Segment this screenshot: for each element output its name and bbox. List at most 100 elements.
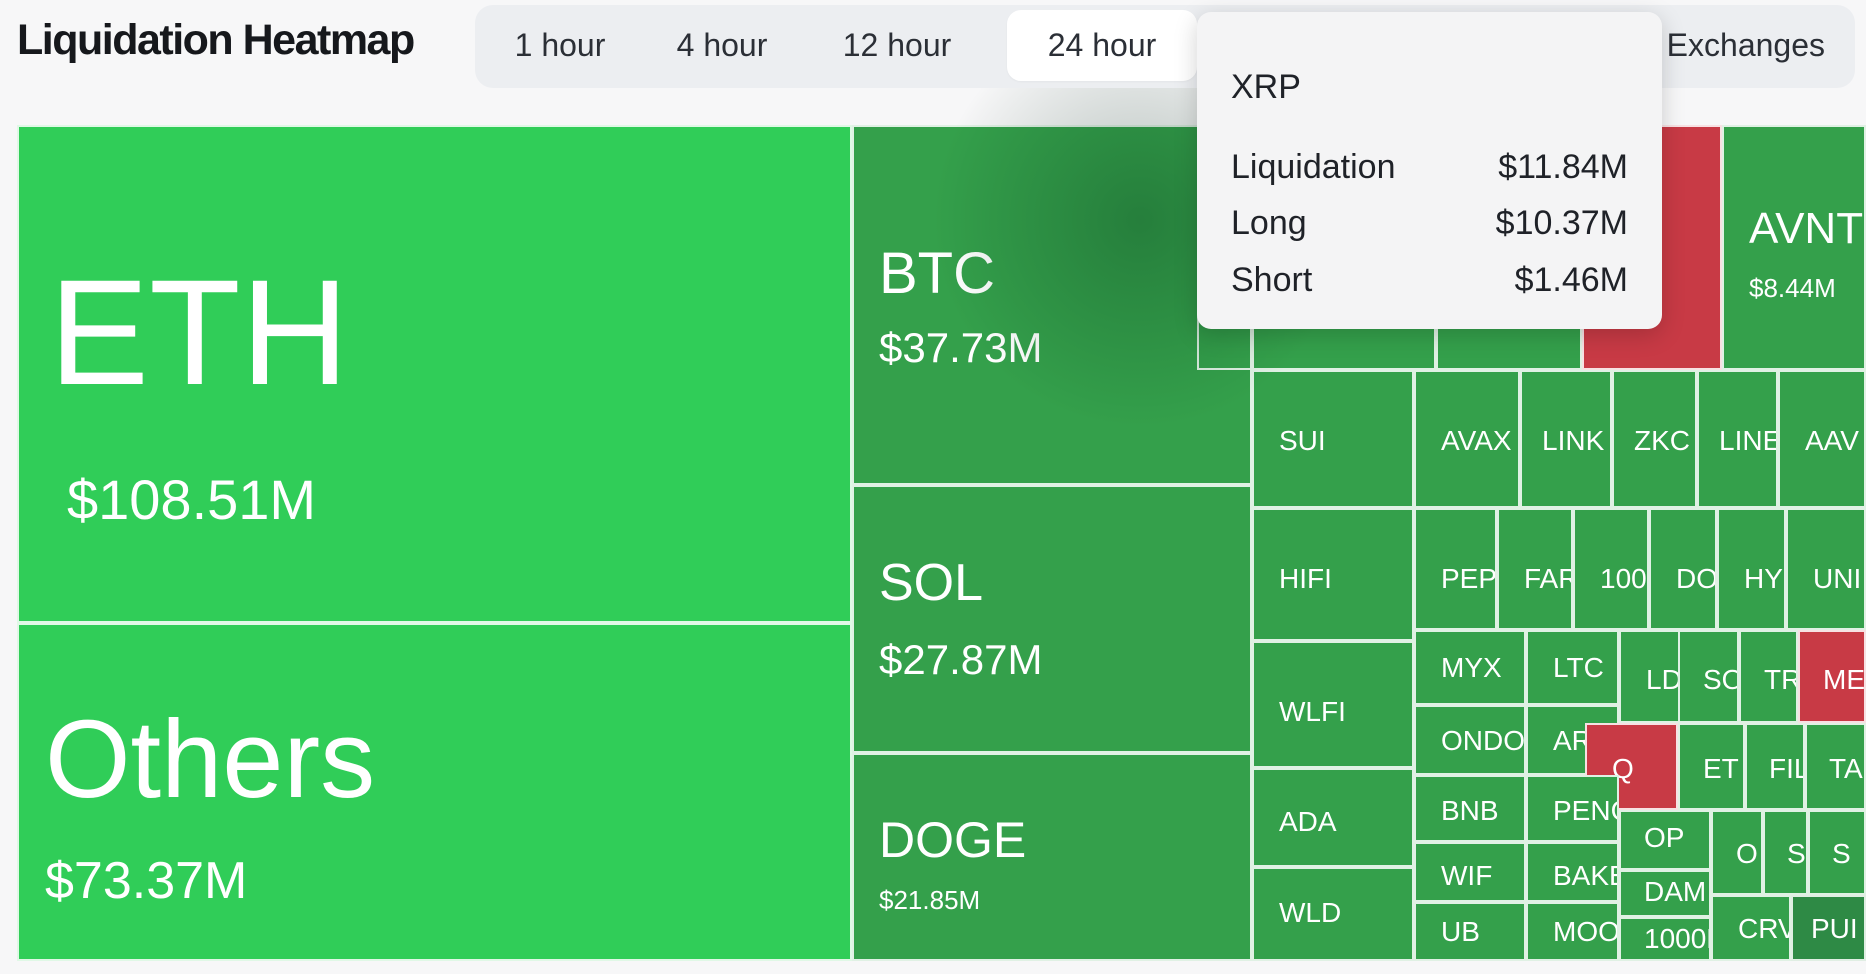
tile-value: $8.44M: [1749, 273, 1836, 303]
tooltip-label: Long: [1231, 204, 1307, 242]
tile-link[interactable]: LINK: [1520, 370, 1612, 508]
tile-1000[interactable]: 1000: [1573, 508, 1649, 630]
tile-value: $108.51M: [67, 468, 317, 531]
tile-bnb[interactable]: BNB: [1414, 775, 1526, 842]
tile-sol[interactable]: SOL $27.87M: [852, 485, 1252, 753]
tile-symbol: WLFI: [1279, 696, 1346, 727]
tile-so[interactable]: SO: [1678, 630, 1739, 723]
tile-op[interactable]: OP: [1619, 810, 1711, 870]
tile-ondo[interactable]: ONDO: [1414, 705, 1526, 775]
tile-symbol: WLD: [1279, 897, 1342, 928]
tile-symbol: DOGE: [879, 812, 1027, 868]
tile-me[interactable]: ME: [1798, 630, 1866, 723]
tile-peng[interactable]: PENG: [1526, 775, 1619, 842]
tile-hyp[interactable]: HYP: [1717, 508, 1786, 630]
tile-symbol: Others: [45, 698, 376, 821]
tile-dot[interactable]: DOT: [1649, 508, 1717, 630]
tile-1000e[interactable]: 1000E: [1619, 917, 1711, 961]
tile-ta[interactable]: TA: [1805, 723, 1866, 810]
tab-1-hour[interactable]: 1 hour: [514, 27, 606, 63]
tile-et[interactable]: ET: [1678, 723, 1745, 810]
tile-moo[interactable]: MOO: [1526, 902, 1619, 961]
tile-symbol: BAKE: [1553, 860, 1617, 891]
tile-symbol: BTC: [879, 241, 995, 306]
tile-symbol: LD: [1646, 664, 1682, 695]
tile-myx[interactable]: MYX: [1414, 630, 1526, 705]
tile-eth[interactable]: ETH $108.51M: [17, 125, 852, 623]
tile-symbol: AVAX: [1441, 425, 1512, 456]
tooltip-value: $10.37M: [1495, 204, 1628, 242]
tab-4-hour[interactable]: 4 hour: [676, 27, 768, 63]
tile-line[interactable]: LINE: [1697, 370, 1778, 508]
tile-symbol: OP: [1644, 822, 1685, 853]
tile-symbol: O: [1736, 838, 1758, 869]
tile-symbol: UNI: [1813, 563, 1862, 594]
tooltip-label: Short: [1231, 261, 1313, 299]
tile-symbol: TA: [1829, 753, 1863, 784]
tile-tr[interactable]: TR: [1739, 630, 1798, 723]
exchanges-dropdown[interactable]: Exchanges: [1425, 10, 1845, 81]
tooltip-row-liquidation: Liquidation $11.84M: [1231, 148, 1628, 188]
tile-symbol: FIL: [1769, 753, 1803, 784]
tile-sui[interactable]: SUI: [1252, 370, 1414, 508]
tile-symbol: S: [1832, 838, 1851, 869]
tile-symbol: DOT: [1676, 563, 1717, 594]
tile-wlfi[interactable]: WLFI: [1252, 641, 1414, 768]
tile-si[interactable]: SI: [1763, 810, 1808, 895]
tile-symbol: LINE: [1719, 425, 1778, 456]
tooltip-label: Liquidation: [1231, 148, 1396, 186]
tile-s[interactable]: S: [1808, 810, 1866, 895]
tile-avnt[interactable]: AVNT $8.44M: [1722, 125, 1866, 370]
tile-symbol: HIFI: [1279, 563, 1332, 594]
tile-ada[interactable]: ADA: [1252, 768, 1414, 867]
tile-symbol: MOO: [1553, 916, 1619, 947]
tile-symbol: ETH: [49, 248, 349, 416]
tile-symbol: MYX: [1441, 652, 1502, 683]
tile-symbol: SOL: [879, 554, 984, 612]
tile-pui[interactable]: PUI: [1791, 895, 1866, 961]
tile-hifi[interactable]: HIFI: [1252, 508, 1414, 641]
tile-symbol: WIF: [1441, 860, 1493, 891]
page-title: Liquidation Heatmap: [17, 16, 415, 64]
tile-symbol: FAR: [1524, 563, 1571, 594]
tile-aav[interactable]: AAV: [1778, 370, 1866, 508]
tooltip-row-long: Long $10.37M: [1231, 204, 1628, 244]
tile-value: $21.85M: [879, 885, 981, 915]
tile-symbol: SO: [1703, 664, 1737, 695]
tile-far[interactable]: FAR: [1497, 508, 1573, 630]
tile-dam[interactable]: DAM: [1619, 870, 1711, 917]
tile-wld[interactable]: WLD: [1252, 867, 1414, 961]
tile-symbol: DAM: [1644, 876, 1707, 907]
tooltip-value: $1.46M: [1514, 261, 1628, 299]
tile-uni[interactable]: UNI: [1786, 508, 1866, 630]
tile-symbol: LINK: [1542, 425, 1605, 456]
tile-symbol: HYP: [1744, 563, 1784, 594]
tab-12-hour[interactable]: 12 hour: [842, 27, 952, 63]
tile-doge[interactable]: DOGE $21.85M: [852, 753, 1252, 961]
tile-symbol: ONDO: [1441, 725, 1525, 756]
tile-symbol: ET: [1703, 753, 1739, 784]
tile-symbol: PEPE: [1441, 563, 1497, 594]
tooltip-value: $11.84M: [1498, 148, 1628, 186]
tile-zkc[interactable]: ZKC: [1612, 370, 1697, 508]
tile-value: $73.37M: [45, 852, 248, 910]
tile-symbol: ADA: [1279, 806, 1337, 837]
tile-symbol: ZKC: [1634, 425, 1690, 456]
tile-wif[interactable]: WIF: [1414, 842, 1526, 902]
tab-24-hour[interactable]: 24 hour: [1007, 10, 1197, 81]
tooltip-title: XRP: [1231, 68, 1301, 106]
tile-o[interactable]: O: [1711, 810, 1763, 895]
tile-pepe[interactable]: PEPE: [1414, 508, 1497, 630]
tile-others[interactable]: Others $73.37M: [17, 623, 852, 961]
tile-ub[interactable]: UB: [1414, 902, 1526, 961]
tile-crv[interactable]: CRV: [1711, 895, 1791, 961]
tile-symbol: ME: [1823, 664, 1865, 695]
tile-fil[interactable]: FIL: [1745, 723, 1805, 810]
tile-symbol: TR: [1764, 664, 1798, 695]
tile-btc[interactable]: BTC $37.73M: [852, 125, 1252, 485]
tile-symbol: LTC: [1553, 652, 1604, 683]
tile-ltc[interactable]: LTC: [1526, 630, 1619, 705]
coin-tooltip: XRP Liquidation $11.84M Long $10.37M Sho…: [1197, 12, 1662, 329]
tile-bake[interactable]: BAKE: [1526, 842, 1619, 902]
tile-avax[interactable]: AVAX: [1414, 370, 1520, 508]
